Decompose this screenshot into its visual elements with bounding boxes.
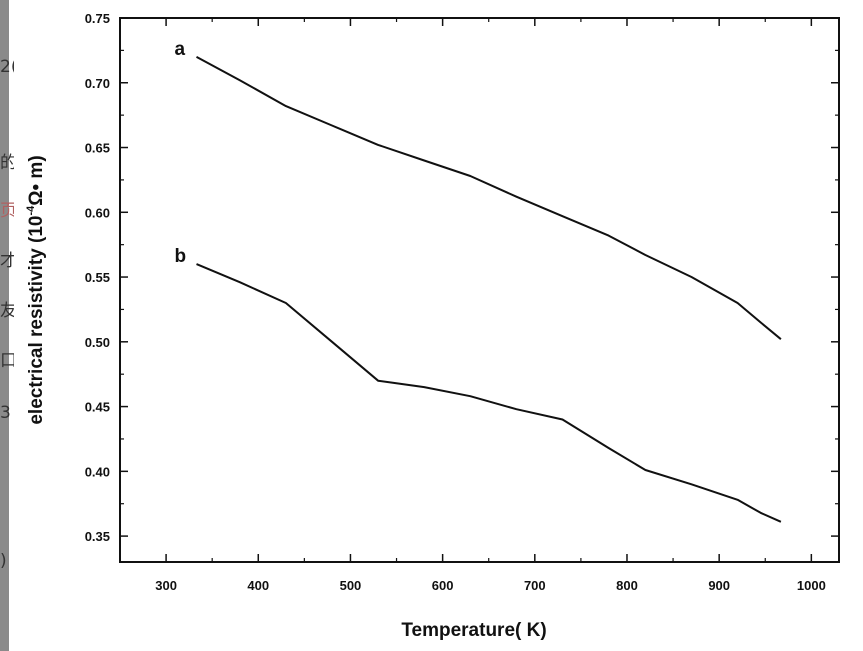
y-tick-label: 0.40: [85, 464, 110, 479]
x-tick-label: 1000: [797, 578, 826, 593]
y-tick-label: 0.75: [85, 11, 110, 26]
x-tick-label: 700: [524, 578, 546, 593]
side-fragment: 才: [0, 251, 14, 271]
y-axis-title-sup: -4: [25, 205, 37, 216]
side-fragment: 2(: [0, 57, 14, 77]
y-axis-title-unit: Ω• m): [26, 155, 47, 205]
x-axis-title: Temperature( K): [401, 620, 546, 641]
side-fragment: 友: [0, 301, 14, 321]
y-tick-label: 0.35: [85, 529, 110, 544]
series-tag-a: a: [175, 39, 186, 60]
y-axis-title: electrical resistivity (10-4Ω• m): [25, 155, 47, 424]
x-tick-label: 600: [432, 578, 454, 593]
y-tick-label: 0.45: [85, 400, 110, 415]
series-layer: ab: [175, 39, 782, 523]
x-tick-label: 800: [616, 578, 638, 593]
x-tick-label: 500: [340, 578, 362, 593]
side-fragment: 3: [0, 403, 11, 423]
series-line-b: [196, 263, 782, 523]
y-tick-label: 0.60: [85, 205, 110, 220]
side-fragment: 口: [0, 351, 14, 371]
side-strip: [0, 0, 9, 651]
x-tick-label: 300: [155, 578, 177, 593]
series-tag-b: b: [175, 246, 187, 267]
axis-ticks: 300 400 500 600 700 800 900 1000 0.35 0.40 0.45 0.5…: [85, 11, 839, 593]
series-line-a: [196, 56, 782, 340]
y-tick-label: 0.70: [85, 76, 110, 91]
x-tick-label: 400: [247, 578, 269, 593]
side-fragment: 的: [0, 153, 14, 173]
y-tick-label: 0.55: [85, 270, 110, 285]
y-tick-label: 0.65: [85, 141, 110, 156]
y-tick-label: 0.50: [85, 335, 110, 350]
plot-frame: [119, 17, 840, 563]
side-fragment: 页: [0, 201, 14, 221]
side-fragment: ): [0, 551, 7, 571]
x-tick-label: 900: [708, 578, 730, 593]
y-axis-title-main: electrical resistivity (10: [26, 216, 47, 425]
